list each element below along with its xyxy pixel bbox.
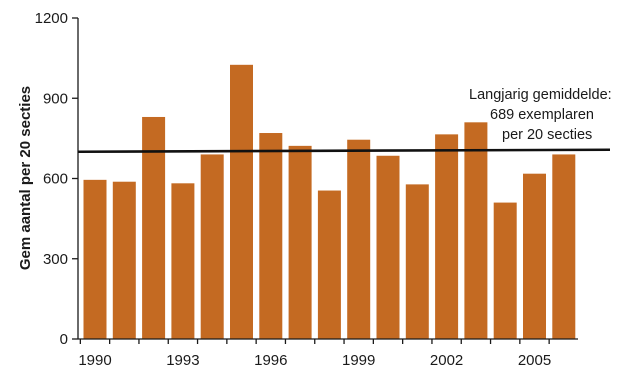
y-tick-label-900: 900 — [43, 90, 68, 107]
x-tick-label-1990: 1990 — [78, 352, 111, 369]
bar-1999 — [347, 139, 371, 339]
bar-1996 — [259, 133, 283, 339]
y-tick-label-1200: 1200 — [35, 10, 68, 27]
bar-2001 — [405, 184, 429, 339]
y-ticks-group: 0 300 600 900 1200 — [35, 10, 78, 348]
x-tick-label-1993: 1993 — [166, 352, 199, 369]
bar-2005 — [523, 173, 546, 339]
average-reference-line — [77, 148, 611, 154]
average-annotation-line-2: 689 exemplaren — [490, 107, 594, 123]
bar-1997 — [288, 145, 312, 339]
bar-2000 — [376, 155, 400, 339]
bar-2003 — [464, 122, 488, 339]
bar-1991 — [112, 181, 136, 339]
y-tick-label-0: 0 — [60, 331, 68, 348]
bar-1990 — [83, 179, 107, 339]
bar-1998 — [317, 190, 341, 339]
bar-1992 — [142, 116, 166, 339]
bars-group — [83, 64, 576, 339]
x-tick-label-1999: 1999 — [342, 352, 375, 369]
bar-1994 — [200, 154, 224, 339]
x-tick-label-2002: 2002 — [430, 352, 463, 369]
average-annotation-line-1: Langjarig gemiddelde: — [469, 87, 612, 103]
bar-2004 — [493, 202, 517, 339]
bar-2006 — [552, 154, 576, 339]
bar-2002 — [435, 134, 459, 339]
bar-1995 — [230, 64, 253, 339]
x-ticks-group: 1990 1993 1996 1999 2002 2005 — [78, 339, 551, 369]
x-tick-label-1996: 1996 — [254, 352, 287, 369]
y-tick-label-600: 600 — [43, 171, 68, 188]
y-axis-label: Gem aantal per 20 secties — [17, 86, 34, 270]
y-tick-label-300: 300 — [43, 251, 68, 268]
bar-1993 — [171, 183, 195, 339]
average-annotation-line-3: per 20 secties — [502, 127, 592, 143]
x-tick-label-2005: 2005 — [518, 352, 551, 369]
